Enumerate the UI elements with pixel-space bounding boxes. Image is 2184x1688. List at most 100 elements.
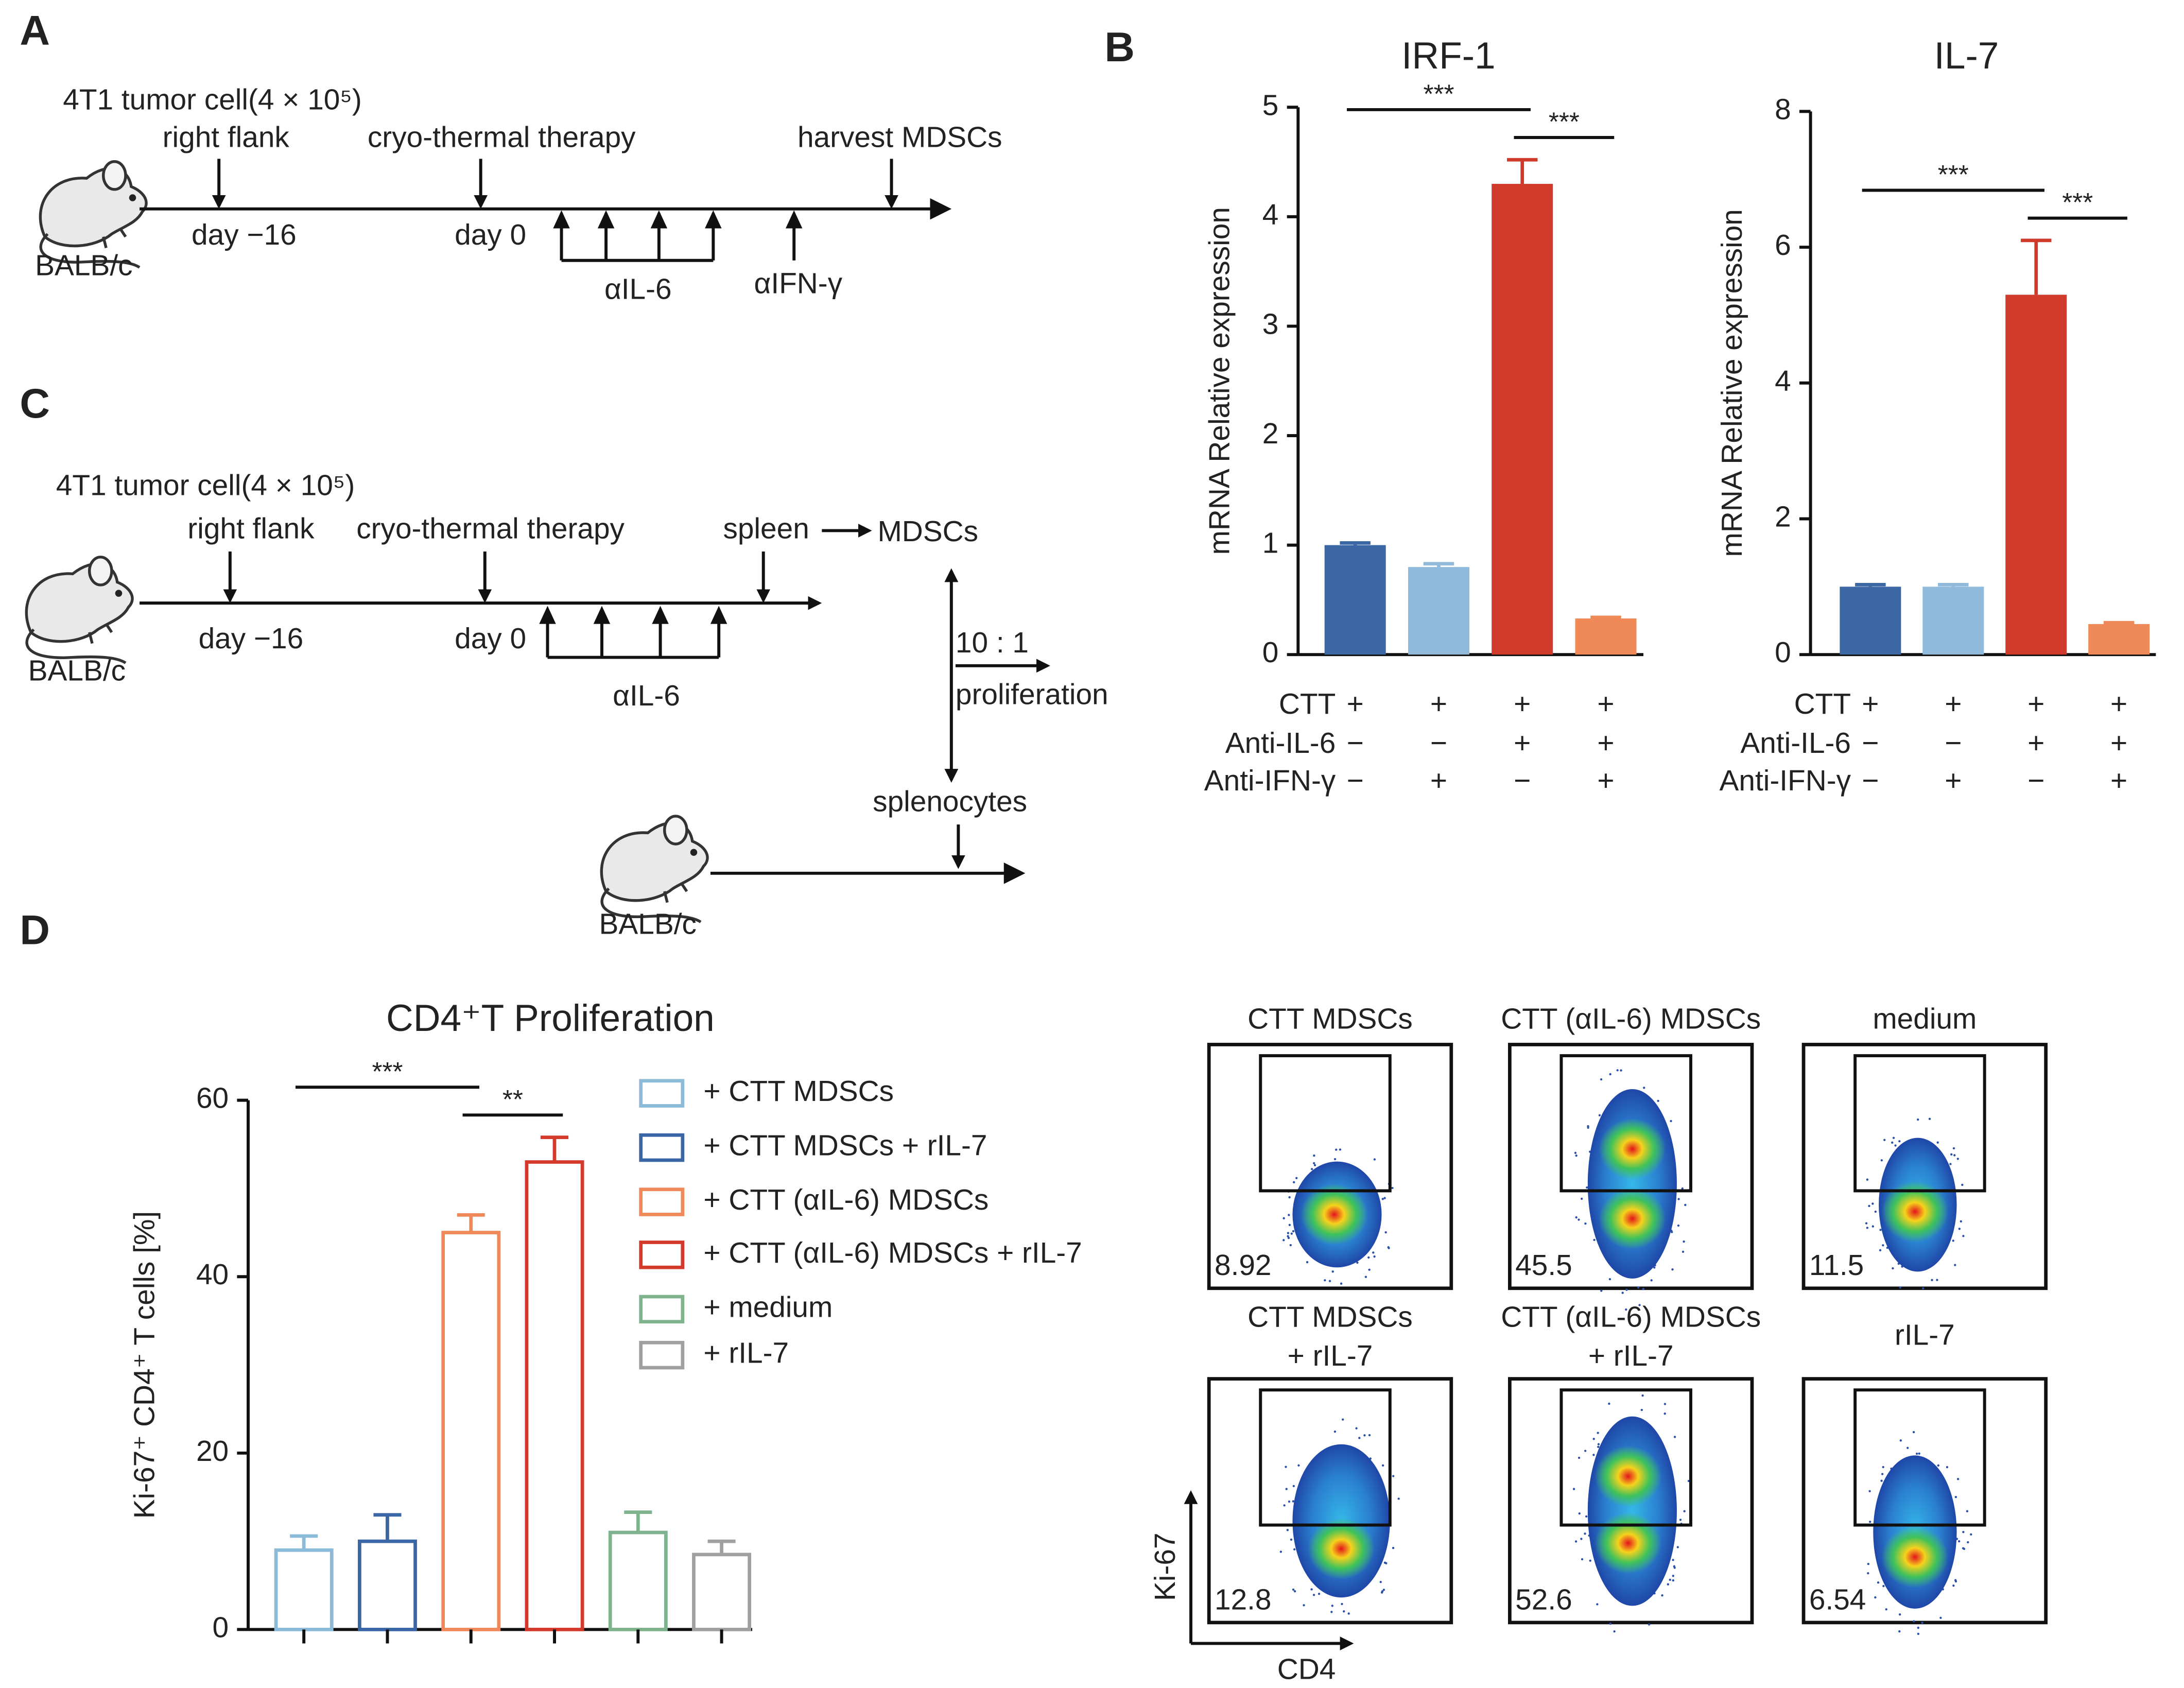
- bracket: [560, 213, 715, 262]
- label: 10 : 1: [956, 627, 1029, 659]
- event-dot: [1682, 1250, 1685, 1253]
- event-dot: [1288, 1214, 1290, 1216]
- event-dot: [1324, 1279, 1326, 1282]
- error-bar: [457, 1213, 485, 1233]
- plot-title: CTT (αIL-6) MDSCs: [1501, 1301, 1761, 1333]
- event-dot: [1282, 1217, 1285, 1220]
- condition-label: CTT: [1794, 688, 1851, 720]
- significance-label: ***: [2062, 187, 2093, 217]
- panel-labels: A B C D: [20, 7, 1134, 953]
- event-dot: [1600, 1078, 1603, 1081]
- event-dot: [1950, 1153, 1953, 1156]
- event-dot: [1663, 1403, 1667, 1405]
- event-dot: [1368, 1268, 1371, 1271]
- event-dot: [1287, 1235, 1289, 1237]
- label: 4T1 tumor cell(4 × 10⁵): [63, 83, 362, 116]
- event-dot: [1906, 1446, 1909, 1449]
- condition-sign: +: [2110, 727, 2127, 760]
- event-dot: [1954, 1580, 1957, 1583]
- bar: [274, 1548, 334, 1631]
- condition-sign: −: [1347, 727, 1364, 760]
- event-dot: [1384, 1231, 1387, 1234]
- bar: [2088, 624, 2150, 655]
- bar: [1408, 567, 1469, 655]
- density-peak: [1594, 1512, 1662, 1574]
- event-dot: [1871, 1225, 1875, 1228]
- event-dot: [1383, 1561, 1386, 1564]
- y-tick-label: 0: [1262, 636, 1279, 669]
- event-dot: [1575, 1154, 1578, 1157]
- density: [1587, 1089, 1677, 1279]
- event-dot: [1671, 1231, 1673, 1233]
- density-peak: [1308, 1518, 1375, 1580]
- event-dot: [1648, 1623, 1651, 1626]
- event-dot: [1578, 1218, 1580, 1221]
- condition-sign: +: [1514, 727, 1531, 760]
- error-bar: [2103, 621, 2135, 625]
- event-dot: [1874, 1596, 1877, 1599]
- error-bar: [1423, 562, 1454, 567]
- plot-title: medium: [1873, 1003, 1977, 1035]
- event-dot: [1882, 1244, 1884, 1247]
- event-dot: [1963, 1547, 1966, 1550]
- event-dot: [1295, 1177, 1298, 1179]
- event-dot: [1392, 1475, 1395, 1477]
- condition-label: Anti-IL-6: [1740, 727, 1851, 760]
- event-dot: [1578, 1512, 1581, 1515]
- event-dot: [1939, 1616, 1942, 1619]
- event-dot: [1667, 1583, 1669, 1586]
- event-dot: [1657, 1099, 1659, 1103]
- condition-sign: +: [1514, 688, 1531, 720]
- error-bar: [1340, 541, 1371, 545]
- event-dot: [1867, 1562, 1869, 1565]
- label: BALB/c: [28, 654, 126, 687]
- gate-percent: 45.5: [1515, 1249, 1572, 1282]
- event-dot: [1643, 1087, 1645, 1089]
- event-dot: [1921, 1287, 1925, 1290]
- plot-title: + rIL-7: [1288, 1340, 1373, 1372]
- condition-sign: +: [1597, 765, 1614, 797]
- event-dot: [1373, 1255, 1376, 1258]
- event-dot: [1574, 1540, 1578, 1543]
- event-dot: [1292, 1230, 1295, 1233]
- y-tick-label: 0: [1775, 636, 1791, 669]
- gate: [1853, 1054, 1986, 1193]
- y-tick-label: 2: [1262, 418, 1279, 450]
- gate: [1559, 1054, 1692, 1193]
- event-dot: [1879, 1229, 1882, 1231]
- condition-sign: +: [2110, 688, 2127, 720]
- event-dot: [1898, 1613, 1901, 1616]
- event-dot: [1892, 1136, 1895, 1139]
- event-dot: [1333, 1158, 1337, 1161]
- density-peak: [1594, 1445, 1662, 1507]
- condition-sign: −: [1430, 727, 1447, 760]
- event-dot: [1883, 1139, 1886, 1141]
- label: splenocytes: [873, 786, 1027, 818]
- label: proliferation: [956, 678, 1108, 711]
- event-dot: [1331, 1270, 1334, 1273]
- panel-label: B: [1104, 24, 1135, 71]
- event-dot: [1625, 1288, 1628, 1291]
- mouse-icon: [26, 557, 132, 663]
- event-dot: [1592, 1438, 1595, 1440]
- label: cryo-thermal therapy: [356, 512, 625, 545]
- event-dot: [1293, 1590, 1296, 1593]
- event-dot: [1368, 1434, 1371, 1437]
- bar: [1575, 618, 1637, 655]
- event-dot: [1347, 1612, 1350, 1615]
- event-dot: [1586, 1186, 1588, 1189]
- legend-label: + CTT (αIL-6) MDSCs: [703, 1184, 989, 1216]
- y-axis-label: mRNA Relative expression: [1204, 207, 1236, 555]
- event-dot: [1340, 1282, 1343, 1285]
- event-dot: [1608, 1278, 1611, 1281]
- event-dot: [1899, 1286, 1901, 1289]
- event-dot: [1381, 1464, 1384, 1467]
- gate: [1853, 1388, 1986, 1527]
- event-dot: [1683, 1240, 1685, 1243]
- density-peak: [1881, 1181, 1949, 1243]
- event-dot: [1585, 1515, 1588, 1518]
- event-dot: [1874, 1210, 1877, 1213]
- event-dot: [1868, 1490, 1871, 1492]
- event-dot: [1956, 1478, 1960, 1480]
- event-dot: [1293, 1181, 1295, 1183]
